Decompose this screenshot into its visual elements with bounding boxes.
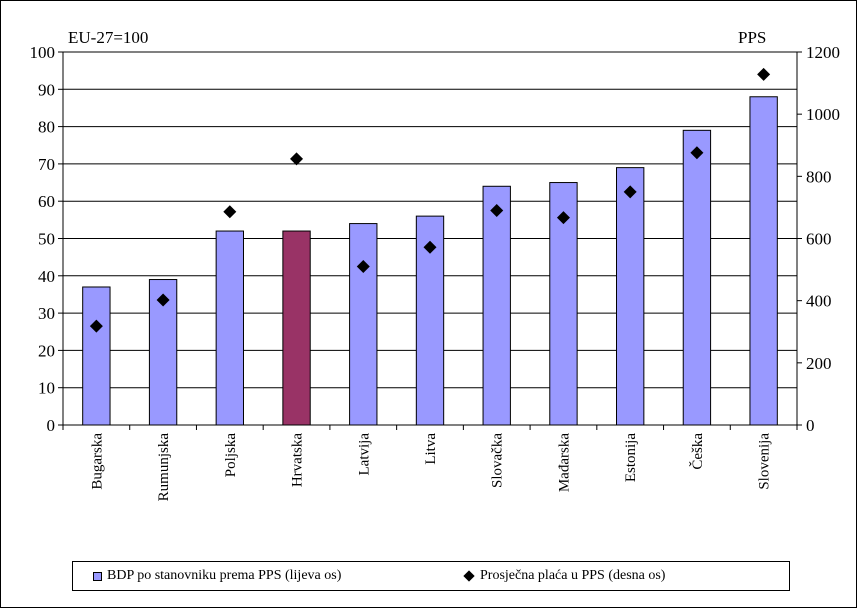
- category-label: Slovenija: [757, 433, 773, 490]
- category-label: Slovačka: [490, 433, 506, 488]
- left-tick-label: 60: [38, 192, 55, 211]
- legend-diamond-icon: [463, 570, 475, 582]
- right-tick-label: 200: [806, 354, 832, 373]
- marker-mađarska: [556, 211, 570, 225]
- bar-hrvatska: [282, 230, 311, 426]
- left-axis-title: EU-27=100: [68, 28, 148, 47]
- bar-slovenija: [749, 96, 778, 426]
- bars: [82, 96, 778, 426]
- right-tick-label: 1000: [806, 105, 840, 124]
- legend: BDP po stanovniku prema PPS (lijeva os) …: [72, 561, 790, 591]
- right-axis-ticks: 0 200 400 600 800 1000 1200: [806, 43, 840, 435]
- category-label: Hrvatska: [290, 433, 306, 487]
- left-tick-label: 0: [47, 416, 56, 435]
- right-tick-label: 800: [806, 167, 832, 186]
- marker-bugarska: [89, 319, 103, 333]
- marker-hrvatska: [290, 152, 304, 166]
- category-label: Litva: [423, 433, 439, 465]
- marker-slovenija: [757, 67, 771, 81]
- legend-item-bars: BDP po stanovniku prema PPS (lijeva os): [93, 568, 341, 584]
- markers: [89, 67, 771, 333]
- gridlines: [63, 51, 797, 389]
- bar-češka: [682, 129, 712, 426]
- marker-latvija: [356, 259, 370, 273]
- bar-estonija: [616, 167, 645, 426]
- marker-estonija: [623, 185, 637, 199]
- category-labels: Bugarska Rumunjska Poljska Hrvatska Latvija L…: [89, 433, 772, 502]
- right-tick-label: 600: [806, 230, 832, 249]
- legend-label-markers: Prosječna plaća u PPS (desna os): [480, 568, 666, 583]
- marker-litva: [423, 240, 437, 254]
- left-tick-label: 10: [38, 379, 55, 398]
- left-tick-label: 80: [38, 118, 55, 137]
- category-label: Bugarska: [89, 433, 105, 490]
- bar-latvija: [349, 223, 378, 426]
- axes: [58, 51, 802, 430]
- category-label: Mađarska: [556, 433, 572, 492]
- legend-label-bars: BDP po stanovniku prema PPS (lijeva os): [107, 568, 342, 583]
- category-label: Češka: [689, 433, 706, 470]
- left-tick-label: 70: [38, 155, 55, 174]
- marker-češka: [690, 146, 704, 160]
- legend-swatch-bar: [93, 571, 102, 581]
- right-tick-label: 0: [806, 416, 815, 435]
- left-tick-label: 50: [38, 230, 55, 249]
- left-tick-label: 40: [38, 267, 55, 286]
- category-label: Estonija: [623, 433, 639, 483]
- right-tick-label: 400: [806, 292, 832, 311]
- left-tick-label: 90: [38, 80, 55, 99]
- category-label: Poljska: [223, 433, 239, 478]
- category-label: Latvija: [356, 433, 372, 476]
- left-tick-label: 30: [38, 304, 55, 323]
- category-label: Rumunjska: [156, 433, 172, 502]
- bar-bugarska: [82, 286, 111, 426]
- right-axis-title: PPS: [738, 28, 766, 47]
- bar-slovačka: [482, 185, 511, 426]
- right-tick-label: 1200: [806, 43, 840, 62]
- marker-rumunjska: [156, 293, 170, 307]
- left-axis-ticks: 0 10 20 30 40 50 60 70 80 90 100: [30, 43, 56, 435]
- marker-slovačka: [490, 204, 504, 218]
- left-tick-label: 20: [38, 341, 55, 360]
- left-tick-label: 100: [30, 43, 56, 62]
- legend-item-markers: Prosječna plaća u PPS (desna os): [463, 568, 665, 584]
- bar-poljska: [215, 230, 244, 426]
- marker-poljska: [223, 205, 237, 219]
